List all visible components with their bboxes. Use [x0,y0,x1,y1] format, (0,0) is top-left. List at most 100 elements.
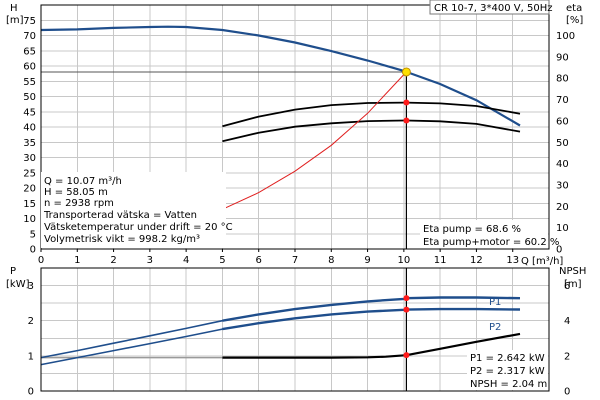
head-efficiency-panel: 0 1 2 3 4 5 6 7 8 9 10 11 12 13 051015202530354045505… [6,0,583,267]
head-axis-unit: [m] [6,15,24,26]
x-tick-label: 4 [183,255,189,266]
y-tick-label-left: 75 [23,16,36,27]
info-line: Volymetrisk vikt = 998.2 kg/m³ [44,234,200,245]
chart-title-box [429,0,550,15]
top-x-ticks: 0 1 2 3 4 5 6 7 8 9 10 11 12 13 [38,249,519,266]
y-tick-label-right: 30 [556,180,569,191]
p1-curve-operating-range [222,296,521,322]
y-tick-label-left: 50 [23,92,36,103]
x-tick-label: 0 [38,255,44,266]
y-tick-label-right: 20 [556,202,569,213]
y-tick-label-right: 90 [556,52,569,63]
chart-title: CR 10-7, 3*400 V, 50Hz [434,3,552,14]
top-y-ticks-right: 0 10 20 30 40 50 60 70 80 90 100 [556,31,575,255]
top-curves [40,25,521,249]
y-tick-label-right: 6 [564,281,570,292]
eta-pump-readout: Eta pump = 68.6 % [423,224,521,235]
y-tick-label-left: 30 [23,153,36,164]
y-tick-label-left: 3 [28,281,34,292]
y-tick-label-right: 0 [556,245,562,256]
x-tick-label: 5 [219,255,225,266]
x-tick-label: 12 [470,255,483,266]
bottom-y-ticks-left: 0 1 2 3 [28,281,34,397]
y-tick-label-left: 0 [28,387,34,398]
head-curve [40,25,521,127]
info-line: H = 58.05 m [44,187,108,198]
flow-axis-label: Q [m³/h] [521,256,563,267]
y-tick-label-right: 80 [556,74,569,85]
x-tick-label: 2 [110,255,116,266]
bottom-grid [40,268,549,391]
duty-point [401,67,411,77]
power-axis-unit: [kW] [6,279,30,290]
info-box [41,172,226,248]
y-tick-label-left: 0 [30,245,36,256]
npsh-readout: NPSH = 2.04 m [470,379,547,390]
eta-pump-motor-curve [222,119,521,143]
y-tick-label-right: 10 [556,223,569,234]
p1-series-label: P1 [489,297,501,308]
system-curve-curve [222,71,407,210]
info-line: Transporterad vätska = Vatten [43,210,197,221]
x-tick-label: 1 [74,255,80,266]
y-tick-label-right: 4 [564,316,570,327]
y-tick-label-left: 25 [23,168,36,179]
x-tick-label: 3 [147,255,153,266]
eta-pump-point [403,99,410,106]
bottom-y-ticks-right: 0 2 4 6 [564,281,570,397]
eta-pump-curve [222,101,521,128]
npsh-point [403,352,410,359]
eta-readout-box [420,220,548,248]
eta-axis-label: eta [566,3,582,14]
y-tick-label-left: 15 [23,199,36,210]
info-line: Vätsketemperatur under drift = 20 °C [44,222,233,233]
eta-pump-motor-point [403,117,410,124]
p2-point [403,306,410,313]
power-readout-box [467,350,548,390]
top-y-ticks-left: 0 5 10 15 20 25 30 35 40 45 50 55 60 65 70 75 [23,16,36,256]
p1-curve [40,296,521,359]
bottom-plot-frame [40,267,550,392]
power-axis-label: P [10,266,16,277]
y-tick-label-right: 50 [556,138,569,149]
y-tick-label-left: 60 [23,62,36,73]
info-line: n = 2938 rpm [44,198,114,209]
info-line: Q = 10.07 m³/h [44,176,122,187]
x-tick-label: 8 [328,255,334,266]
y-tick-label-right: 70 [556,95,569,106]
x-tick-label: 7 [292,255,298,266]
y-tick-label-left: 45 [23,107,36,118]
head-axis-label: H [10,3,18,14]
y-tick-label-left: 10 [23,214,36,225]
npsh-curve [222,332,521,359]
p1-point [403,295,410,302]
p2-curve-operating-range [222,307,521,331]
npsh-axis-label: NPSH [559,266,586,277]
eta-axis-unit: [%] [566,15,583,26]
x-tick-label: 11 [434,255,447,266]
x-tick-label: 9 [364,255,370,266]
y-tick-label-left: 2 [28,316,34,327]
p1-readout: P1 = 2.642 kW [470,353,545,364]
y-tick-label-left: 5 [30,229,36,240]
top-grid [40,5,549,250]
bottom-curves [40,268,521,391]
info-lines: Q = 10.07 m³/h H = 58.05 m n = 2938 rpm … [43,176,233,245]
y-tick-label-left: 65 [23,46,36,57]
y-tick-label-left: 55 [23,77,36,88]
x-tick-label: 10 [397,255,410,266]
y-tick-label-left: 70 [23,31,36,42]
y-tick-label-right: 40 [556,159,569,170]
y-tick-label-right: 2 [564,351,570,362]
power-npsh-panel: 0 1 2 3 0 2 4 6 P [kW] NPSH [m] P1 P2 P1 = 2.6… [6,266,586,398]
y-tick-label-left: 35 [23,138,36,149]
y-tick-label-left: 20 [23,184,36,195]
y-tick-label-right: 60 [556,116,569,127]
x-tick-label: 13 [506,255,519,266]
y-tick-label-left: 1 [28,351,34,362]
eta-pump-motor-readout: Eta pump+motor = 60.2 % [423,237,559,248]
p2-readout: P2 = 2.317 kW [470,366,545,377]
y-tick-label-right: 0 [564,387,570,398]
y-tick-label-left: 40 [23,123,36,134]
